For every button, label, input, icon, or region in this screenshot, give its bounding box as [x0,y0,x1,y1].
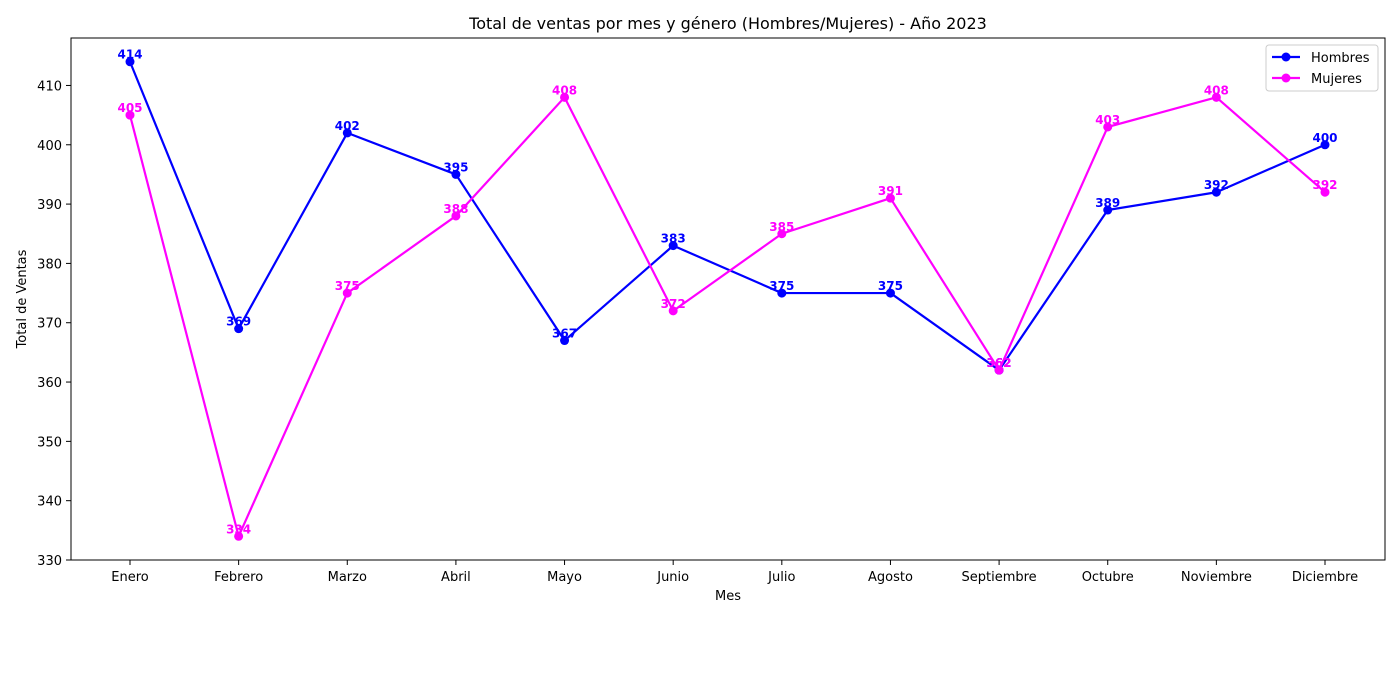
chart-title: Total de ventas por mes y género (Hombre… [468,14,987,33]
series-line-hombres [128,61,1326,372]
data-label-mujeres: 385 [769,220,794,234]
data-label-mujeres: 372 [661,297,686,311]
data-point-mujeres [994,365,1004,375]
data-label-mujeres: 375 [335,279,360,293]
data-label-hombres: 369 [226,315,251,329]
x-tick-label: Diciembre [1292,570,1358,585]
legend-label-hombres: Hombres [1311,51,1370,66]
y-tick-label: 350 [37,435,62,450]
x-tick-label: Noviembre [1181,570,1252,585]
data-point-mujeres [1320,187,1330,197]
x-tick-label: Enero [111,570,149,585]
data-point-hombres [885,288,895,298]
data-point-mujeres [125,110,135,120]
data-label-mujeres: 392 [1312,178,1337,192]
data-label-mujeres: 391 [878,184,903,198]
legend-marker-hombres [1281,52,1291,62]
data-label-mujeres: 388 [443,202,468,216]
y-tick-label: 340 [37,495,62,510]
data-label-hombres: 392 [1204,178,1229,192]
x-tick-label: Febrero [214,570,263,585]
x-tick-label: Agosto [868,570,913,585]
y-tick-label: 360 [37,376,62,391]
y-tick-label: 390 [37,198,62,213]
data-label-hombres: 367 [552,327,577,341]
data-point-mujeres [668,306,678,316]
x-tick-label: Junio [656,570,689,585]
x-axis-label: Mes [715,589,741,604]
data-label-hombres: 400 [1312,131,1337,145]
data-point-hombres [451,169,461,179]
y-tick-label: 400 [37,139,62,154]
data-label-hombres: 375 [769,279,794,293]
data-point-hombres [668,241,678,251]
data-point-hombres [1211,187,1221,197]
y-axis-label: Total de Ventas [15,249,30,349]
data-point-hombres [777,288,787,298]
x-tick-label: Octubre [1082,570,1134,585]
data-label-mujeres: 362 [987,356,1012,370]
plot-frame [70,37,1386,561]
data-point-hombres [125,57,135,67]
y-tick-label: 410 [37,79,62,94]
data-label-mujeres: 408 [1204,83,1229,97]
data-point-hombres [234,324,244,334]
data-point-mujeres [885,193,895,203]
y-tick-label: 330 [37,554,62,569]
legend-marker-mujeres [1281,73,1291,83]
data-point-mujeres [777,229,787,239]
x-tick-label: Julio [767,570,795,585]
data-label-mujeres: 403 [1095,113,1120,127]
y-tick-label: 370 [37,317,62,332]
data-label-mujeres: 408 [552,83,577,97]
data-point-mujeres [451,211,461,221]
x-tick-label: Marzo [328,570,367,585]
data-point-mujeres [342,288,352,298]
y-tick-label: 380 [37,257,62,272]
legend: Hombres Mujeres [1265,44,1379,92]
data-label-hombres: 414 [117,48,142,62]
x-tick-label: Mayo [547,570,582,585]
data-point-mujeres [234,531,244,541]
data-point-mujeres [1103,122,1113,132]
data-label-hombres: 389 [1095,196,1120,210]
data-point-hombres [342,128,352,138]
data-label-hombres: 402 [335,119,360,133]
legend-label-mujeres: Mujeres [1311,72,1362,87]
data-label-mujeres: 334 [226,522,251,536]
data-point-hombres [1103,205,1113,215]
x-tick-label: Abril [441,570,471,585]
series-line-mujeres [128,96,1326,538]
data-point-mujeres [1211,92,1221,102]
data-label-hombres: 383 [661,232,686,246]
x-tick-label: Septiembre [961,570,1036,585]
data-label-hombres: 395 [443,160,468,174]
data-label-hombres: 375 [878,279,903,293]
data-point-hombres [560,336,570,346]
data-point-hombres [1320,140,1330,150]
data-point-mujeres [560,92,570,102]
data-label-mujeres: 405 [117,101,142,115]
